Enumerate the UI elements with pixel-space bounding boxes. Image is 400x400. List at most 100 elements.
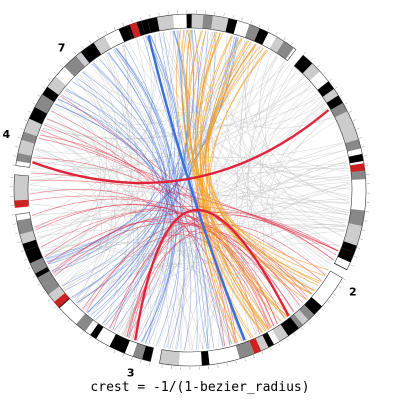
chromosome-band [104, 29, 125, 49]
tick [113, 350, 116, 354]
chromosome-band [327, 271, 343, 284]
red-link [41, 129, 339, 251]
gray-link [82, 71, 169, 349]
gray-link [64, 90, 113, 306]
tick [74, 325, 77, 329]
tick [60, 64, 63, 68]
tick [317, 64, 320, 68]
gray-link [157, 121, 335, 347]
gray-link [202, 231, 345, 350]
tick [270, 347, 272, 351]
chromosome-band [341, 241, 357, 253]
gray-link [29, 189, 307, 301]
red-link [112, 225, 272, 331]
blue-link [104, 30, 188, 326]
tick [339, 94, 343, 97]
tick [42, 291, 46, 294]
gray-link [265, 60, 344, 237]
chromosome-band [64, 303, 86, 325]
chromosome-band [147, 17, 160, 33]
tick [113, 26, 116, 30]
gray-link [46, 118, 349, 214]
tick [226, 363, 228, 367]
gray-link [128, 42, 350, 179]
red-link [30, 179, 339, 252]
chromosome-band [294, 55, 313, 74]
gray-link [74, 78, 273, 328]
tick [53, 71, 57, 75]
chromosome-band [47, 76, 67, 95]
tick [321, 308, 324, 311]
chromosome-outline [293, 54, 367, 271]
chromosome-band [346, 223, 363, 234]
gray-link [248, 61, 298, 309]
tick [354, 256, 357, 258]
tick [140, 16, 142, 20]
chromosome-band [35, 266, 50, 278]
tick [360, 238, 364, 240]
gray-link [40, 37, 239, 248]
tick [13, 155, 17, 157]
gray-link [149, 34, 327, 275]
centromere [350, 163, 365, 173]
gray-link [30, 203, 194, 351]
tick [149, 14, 151, 18]
chromosome-band [172, 14, 187, 29]
chromosome-band [59, 298, 75, 314]
tick [48, 78, 51, 82]
tick [343, 278, 347, 281]
chromosome-band [55, 66, 75, 86]
tick [334, 86, 338, 89]
gray-link [209, 31, 257, 336]
tick-marks [10, 10, 370, 370]
chromosome-band [124, 340, 138, 357]
chromosome-band [351, 179, 366, 196]
chromosome-band [186, 14, 192, 29]
blue-link [57, 99, 161, 298]
blue-link [123, 44, 185, 350]
tick [140, 360, 142, 364]
tick [81, 46, 84, 49]
highlight-link-blue [147, 35, 246, 341]
tick [89, 336, 92, 340]
tick [303, 51, 306, 55]
tick [53, 305, 57, 309]
tick [359, 137, 363, 139]
tick [37, 94, 41, 97]
chromosome-band [318, 279, 337, 298]
chromosome-band [326, 95, 343, 110]
tick [362, 229, 366, 231]
chromosome-label: 4 [3, 128, 11, 141]
highlight-links [32, 35, 330, 341]
tick [97, 35, 100, 39]
chromosome-band [299, 304, 315, 321]
tick [81, 331, 84, 334]
blue-link [76, 30, 189, 304]
centromere [129, 22, 141, 38]
gray-link [37, 30, 174, 240]
gray-link [219, 105, 327, 347]
red-link [38, 138, 285, 320]
chromosome-band [334, 256, 351, 270]
chromosome-band [233, 20, 250, 38]
gray-link [30, 81, 308, 180]
chromosome-band [254, 28, 269, 45]
orange-link [200, 32, 315, 292]
chromosome-band [345, 139, 362, 152]
blue-link [65, 47, 171, 291]
red-link [33, 157, 271, 329]
tick [250, 20, 252, 24]
tick [105, 30, 108, 34]
chromosome-band [343, 237, 359, 246]
gray-link [30, 44, 128, 185]
gray-link [271, 113, 331, 308]
chromosome-band [178, 351, 187, 366]
chromosome-band [220, 345, 240, 363]
chromosome-band [276, 41, 294, 60]
tick [60, 312, 63, 316]
orange-link [188, 29, 239, 343]
tick [275, 32, 278, 36]
gray-link [259, 52, 350, 199]
caption: crest = -1/(1-bezier_radius) [90, 380, 310, 395]
tick [261, 351, 264, 355]
